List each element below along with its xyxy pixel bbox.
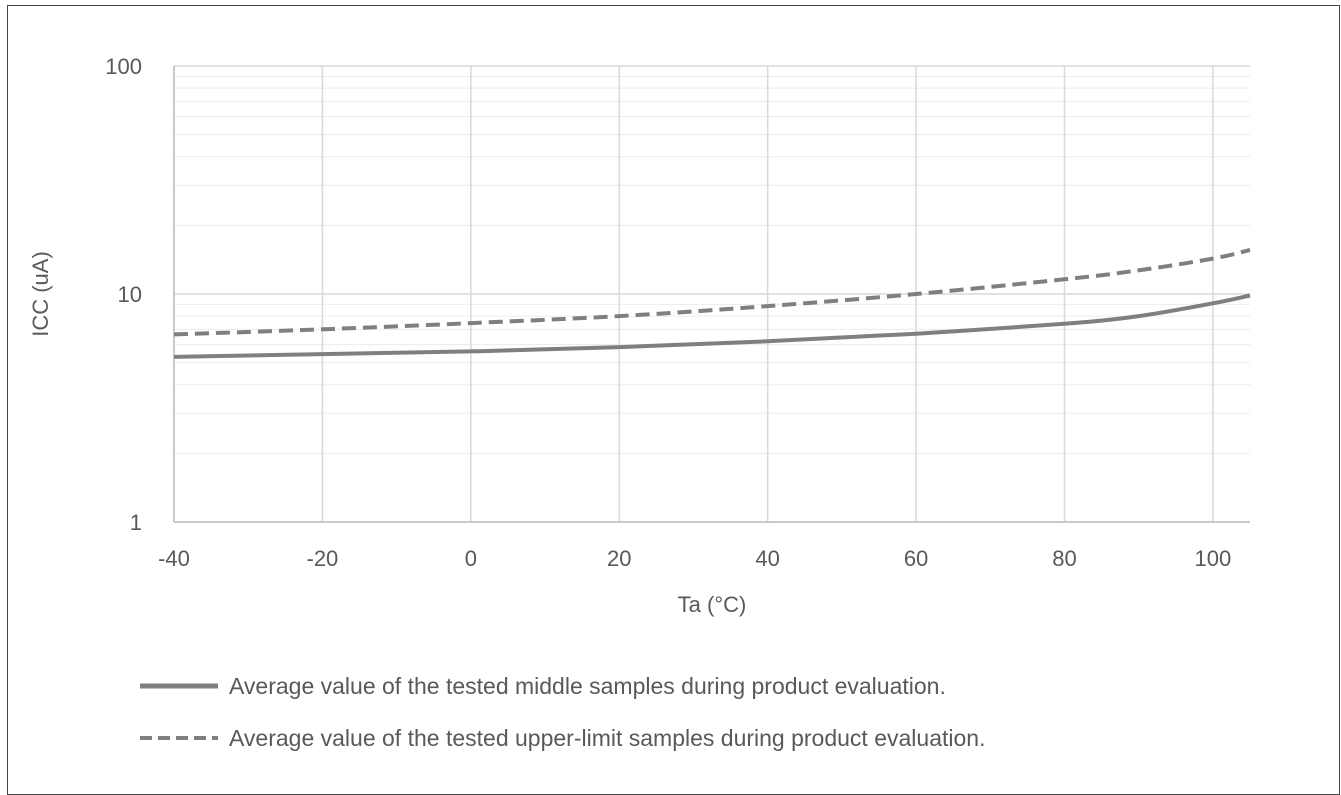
series-line-middle — [173, 293, 1251, 359]
legend-label-middle: Average value of the tested middle sampl… — [229, 673, 946, 699]
x-tick-label: -20 — [307, 546, 339, 571]
x-tick-label: 80 — [1052, 546, 1076, 571]
x-tick-label: 20 — [607, 546, 631, 571]
x-tick-label: -40 — [158, 546, 190, 571]
series — [173, 248, 1251, 359]
legend-label-upper-limit: Average value of the tested upper-limit … — [229, 725, 985, 751]
y-axis-title: ICC (uA) — [28, 251, 53, 337]
y-tick-labels: 1 10 100 — [105, 54, 142, 535]
x-axis-title: Ta (°C) — [678, 592, 747, 617]
y-tick-label: 100 — [105, 54, 142, 79]
legend-item-upper-limit: Average value of the tested upper-limit … — [140, 725, 985, 751]
grid — [173, 65, 1250, 523]
axes — [173, 66, 1250, 523]
x-tick-label: 100 — [1195, 546, 1232, 571]
x-tick-label: 60 — [904, 546, 928, 571]
y-tick-label: 10 — [118, 282, 142, 307]
legend: Average value of the tested middle sampl… — [140, 673, 985, 751]
legend-item-middle: Average value of the tested middle sampl… — [140, 673, 946, 699]
x-tick-label: 40 — [755, 546, 779, 571]
series-line-upper-limit — [173, 248, 1251, 337]
x-tick-label: 0 — [465, 546, 477, 571]
y-tick-label: 1 — [130, 510, 142, 535]
chart-frame — [7, 5, 1340, 795]
x-tick-labels: -40 -20 0 20 40 60 80 100 — [158, 546, 1231, 571]
